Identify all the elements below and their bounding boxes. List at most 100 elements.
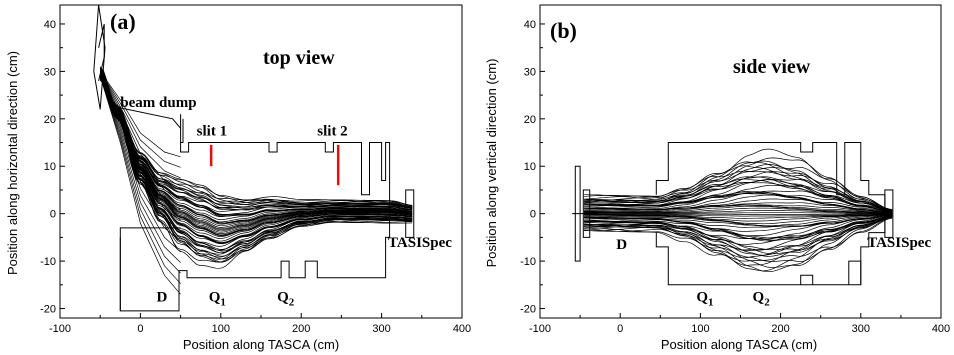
panel-b-annotations: D Q1 Q2 TASISpec: [616, 235, 931, 309]
lost-trajectory: [99, 72, 181, 200]
x-tick-label: 400: [932, 323, 950, 335]
annotation-label: Q2: [753, 289, 771, 308]
lost-trajectory: [99, 75, 181, 295]
annotation-subscript: 1: [220, 296, 226, 308]
y-tick-label: 10: [524, 161, 536, 173]
y-tick-label: 0: [530, 209, 536, 221]
y-tick-label: 30: [524, 66, 536, 78]
panel-a-view-title: top view: [263, 47, 335, 69]
trajectory-line: [584, 205, 893, 214]
trajectory-line: [99, 68, 413, 207]
lost-trajectory: [99, 71, 181, 179]
annotation-label: Q2: [277, 289, 295, 308]
x-tick-label: -100: [49, 323, 71, 335]
trajectory-line: [584, 215, 893, 257]
panel-a-ylabel: Position along horizontal direction (cm): [5, 51, 20, 275]
y-tick-label: 20: [44, 114, 56, 126]
y-tick-label: 10: [44, 161, 56, 173]
panel-a-trajectories: [99, 66, 413, 295]
lost-trajectory: [99, 75, 181, 274]
trajectory-line: [584, 179, 893, 213]
x-tick-label: 300: [372, 323, 390, 335]
annotation-label: D: [156, 289, 167, 305]
trajectory-line: [99, 72, 413, 227]
plot-frame: [539, 4, 942, 319]
trajectory-line: [584, 215, 893, 239]
trajectory-line: [584, 210, 893, 214]
trajectory-line: [584, 148, 893, 211]
x-tick-label: 200: [771, 323, 789, 335]
trajectory-line: [584, 181, 893, 211]
panel-b-xlabel: Position along TASCA (cm): [661, 337, 817, 352]
x-tick-label: -100: [529, 323, 551, 335]
trajectory-line: [99, 67, 413, 208]
trajectory-line: [584, 184, 893, 213]
panel-b-view-title: side view: [733, 56, 811, 78]
panel-b-trajectories: [584, 148, 893, 273]
x-tick-label: 400: [453, 323, 471, 335]
trajectory-line: [99, 69, 413, 209]
trajectory-line: [584, 213, 893, 227]
beamline-notch: [848, 260, 862, 285]
trajectory-line: [584, 213, 893, 222]
trajectory-line: [99, 69, 413, 206]
x-tick-label: 100: [691, 323, 709, 335]
annotation-label: TASISpec: [867, 235, 931, 251]
trajectory-line: [99, 73, 413, 232]
panel-a: Position along horizontal direction (cm)…: [5, 4, 471, 352]
lost-trajectory: [99, 71, 181, 168]
lost-trajectory: [99, 73, 181, 232]
trajectory-line: [584, 160, 893, 212]
trajectory-line: [584, 161, 893, 211]
trajectory-line: [584, 178, 893, 212]
x-tick-label: 300: [852, 323, 870, 335]
panel-a-optics: [93, 4, 415, 312]
beam-dump-line: [116, 106, 181, 129]
y-tick-label: -20: [520, 304, 536, 316]
y-tick-label: 30: [44, 66, 56, 78]
annotation-subscript: 2: [764, 296, 770, 308]
panel-b-ylabel: Position along vertical direction (cm): [484, 59, 499, 268]
annotation-label: TASISpec: [388, 235, 452, 251]
lost-trajectory: [99, 75, 181, 284]
panel-a-xlabel: Position along TASCA (cm): [183, 337, 339, 352]
target-frame: [93, 4, 106, 110]
trajectory-line: [584, 165, 893, 210]
lost-trajectory: [99, 71, 181, 158]
trajectory-line: [584, 213, 893, 215]
annotation-subscript: 1: [708, 296, 714, 308]
annotation-label: slit 1: [197, 123, 227, 139]
lost-trajectory: [99, 72, 181, 189]
lost-trajectory: [99, 74, 181, 263]
y-tick-label: 20: [524, 114, 536, 126]
trajectory-line: [99, 79, 413, 258]
trajectory-line: [584, 213, 893, 225]
trajectory-line: [584, 157, 893, 211]
beam-dump-block: [180, 114, 184, 143]
panel-b: Position along vertical direction (cm) P…: [484, 4, 950, 352]
annotation-label: D: [616, 237, 627, 253]
beamline-outline: [119, 142, 391, 312]
trajectory-line: [584, 207, 893, 214]
dipole-outline: [119, 227, 181, 311]
lost-trajectory: [99, 73, 181, 210]
y-tick-label: -10: [40, 256, 56, 268]
trajectory-line: [584, 215, 893, 251]
x-tick-label: 0: [617, 323, 623, 335]
trajectory-line: [584, 191, 893, 213]
trajectory-line: [99, 76, 413, 244]
lost-trajectory: [99, 74, 181, 253]
trajectory-line: [584, 214, 893, 240]
y-tick-label: 0: [50, 209, 56, 221]
annotation-label: beam dump: [120, 95, 196, 111]
beamline-notch: [800, 274, 814, 285]
panel-a-letter: (a): [110, 9, 136, 34]
trajectory-line: [584, 204, 893, 214]
y-tick-label: 40: [524, 19, 536, 31]
trajectory-line: [584, 176, 893, 212]
trajectory-line: [584, 217, 893, 263]
y-tick-label: 40: [44, 19, 56, 31]
